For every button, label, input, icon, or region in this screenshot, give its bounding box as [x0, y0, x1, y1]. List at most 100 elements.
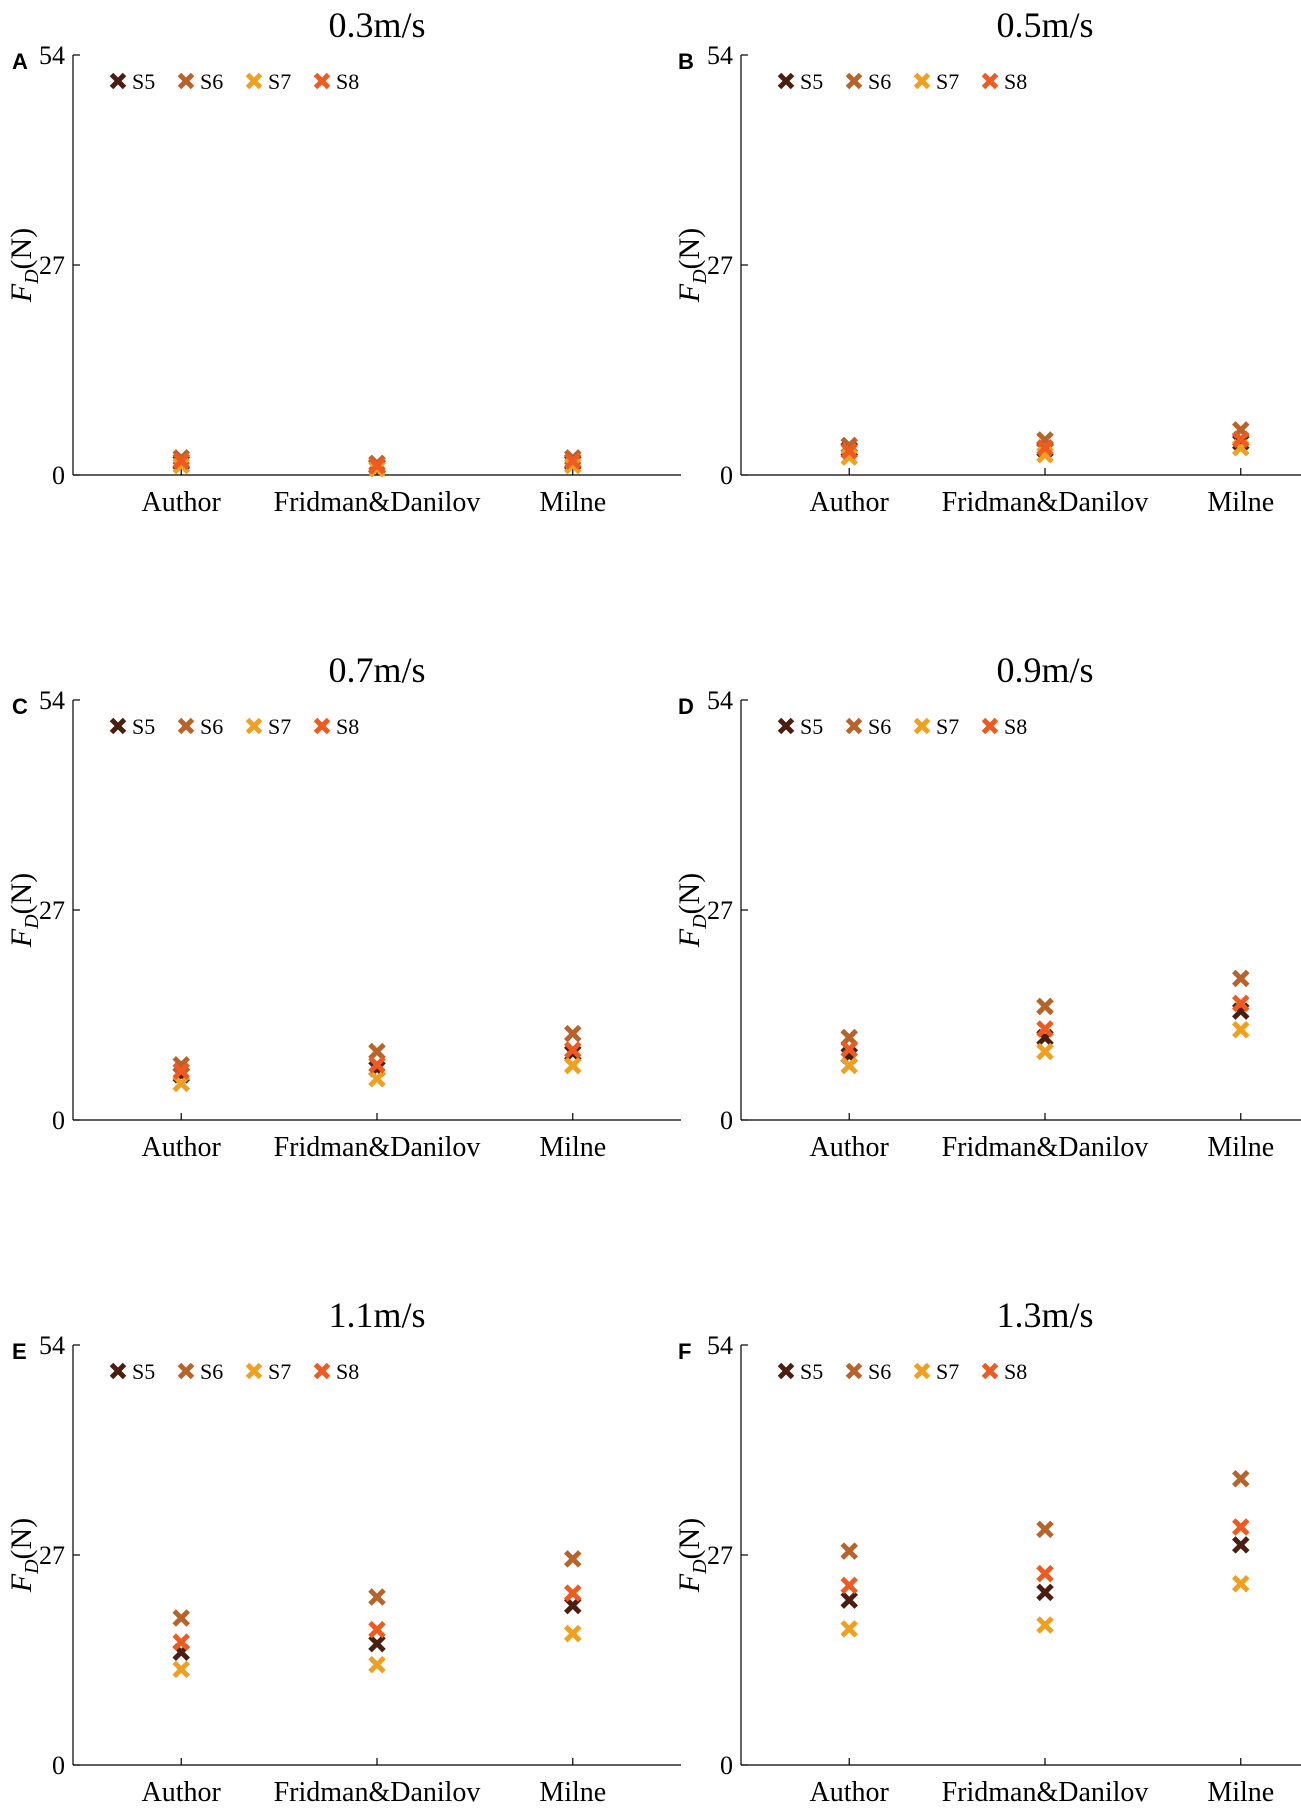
- data-point-s7-2: [564, 456, 582, 475]
- y-axis-label-sub: D: [21, 1559, 43, 1575]
- y-tick-label: 54: [39, 41, 65, 70]
- data-point-s8-2: [564, 1584, 582, 1602]
- legend-label-s5: S5: [132, 714, 155, 739]
- y-axis-label-sub: D: [689, 914, 711, 930]
- data-point-s6-2: [564, 1550, 582, 1568]
- data-point-s8-2: [1232, 994, 1250, 1013]
- legend-marker-s8: [981, 72, 999, 90]
- x-tick-label: Author: [810, 487, 890, 518]
- chart-title: 0.5m/s: [996, 5, 1093, 45]
- data-point-s7-2: [1232, 1575, 1250, 1593]
- legend-marker-s6: [177, 717, 195, 735]
- legend: S5 S6 S7 S8: [109, 69, 359, 94]
- x-tick-label: Milne: [1207, 487, 1274, 518]
- x-tick-label: Milne: [1207, 1777, 1274, 1808]
- data-point-s8-0: [172, 1633, 190, 1651]
- data-point-s6-1: [1036, 1520, 1054, 1539]
- data-point-s8-0: [172, 1062, 190, 1080]
- chart-title: 0.9m/s: [996, 650, 1093, 690]
- legend-label-s7: S7: [936, 1359, 959, 1384]
- legend-marker-s7: [245, 72, 263, 90]
- y-tick-label: 27: [707, 1541, 733, 1570]
- chart-panel-c: C 0.7m/s 0 27 54 Author Fridman&Danilov Milne FD…: [5, 650, 681, 1163]
- y-axis-label-unit: (N): [5, 228, 38, 270]
- panel-label: F: [678, 1339, 691, 1364]
- data-point-s7-0: [840, 1056, 858, 1075]
- y-axis-label-main: F: [673, 928, 706, 948]
- y-axis-label-sub: D: [689, 1559, 711, 1575]
- legend-marker-s6: [845, 717, 863, 735]
- data-point-s8-1: [368, 1620, 386, 1639]
- data-point-s5-2: [1232, 1536, 1250, 1554]
- y-axis-label-sub: D: [21, 269, 43, 285]
- legend-label-s6: S6: [868, 714, 891, 739]
- y-tick-label: 54: [39, 1331, 65, 1360]
- legend-label-s5: S5: [800, 714, 823, 739]
- y-axis-label: FD(N): [673, 228, 711, 303]
- y-tick-label: 0: [52, 461, 65, 490]
- y-axis-label: FD(N): [5, 873, 43, 948]
- legend-marker-s5: [109, 717, 127, 735]
- x-tick-label: Fridman&Danilov: [274, 487, 481, 518]
- y-axis-label-unit: (N): [673, 228, 706, 270]
- x-tick-label: Fridman&Danilov: [274, 1132, 481, 1163]
- legend-label-s5: S5: [800, 69, 823, 94]
- legend-marker-s7: [245, 1362, 263, 1380]
- x-tick-label: Fridman&Danilov: [942, 1777, 1149, 1808]
- y-axis-label-main: F: [5, 1573, 38, 1593]
- legend-marker-s5: [109, 1362, 127, 1380]
- data-point-s6-0: [840, 1542, 858, 1560]
- data-point-s8-2: [1232, 430, 1250, 448]
- y-tick-label: 0: [720, 461, 733, 490]
- y-axis-label-sub: D: [689, 269, 711, 285]
- y-axis-label-sub: D: [21, 914, 43, 930]
- data-point-s8-0: [840, 1040, 858, 1058]
- y-axis-label-main: F: [673, 1573, 706, 1593]
- y-axis-label-unit: (N): [5, 873, 38, 915]
- panel-label: D: [678, 694, 694, 719]
- y-axis-label-unit: (N): [5, 1518, 38, 1560]
- y-axis-label: FD(N): [673, 1518, 711, 1593]
- legend-label-s8: S8: [336, 714, 359, 739]
- legend-marker-s5: [109, 72, 127, 90]
- legend: S5 S6 S7 S8: [109, 1359, 359, 1384]
- x-tick-label: Fridman&Danilov: [942, 1132, 1149, 1163]
- legend-marker-s6: [177, 72, 195, 90]
- chart-title: 1.3m/s: [996, 1295, 1093, 1335]
- data-point-s6-0: [172, 1609, 190, 1627]
- x-tick-label: Fridman&Danilov: [942, 487, 1149, 518]
- y-axis-label: FD(N): [5, 1518, 43, 1593]
- x-tick-label: Author: [810, 1777, 890, 1808]
- data-point-s7-1: [368, 1655, 386, 1674]
- legend-marker-s8: [313, 72, 331, 90]
- legend-label-s6: S6: [868, 1359, 891, 1384]
- legend-label-s8: S8: [1004, 1359, 1027, 1384]
- panel-label: B: [678, 49, 694, 74]
- data-point-s5-1: [368, 1634, 386, 1653]
- legend-label-s7: S7: [936, 69, 959, 94]
- data-point-s7-0: [172, 1660, 190, 1679]
- legend-label-s7: S7: [268, 1359, 291, 1384]
- legend-label-s8: S8: [1004, 69, 1027, 94]
- x-tick-label: Milne: [539, 1132, 606, 1163]
- legend-marker-s6: [845, 1362, 863, 1380]
- y-axis-label-unit: (N): [673, 873, 706, 915]
- legend-label-s7: S7: [268, 69, 291, 94]
- legend-label-s6: S6: [200, 69, 223, 94]
- legend-marker-s6: [177, 1362, 195, 1380]
- data-point-s7-2: [564, 1056, 582, 1075]
- legend-marker-s8: [313, 717, 331, 735]
- data-point-s7-0: [840, 1620, 858, 1638]
- y-axis-label: FD(N): [673, 873, 711, 948]
- chart-title: 0.7m/s: [328, 650, 425, 690]
- y-tick-label: 0: [52, 1751, 65, 1780]
- data-point-s6-2: [564, 1024, 582, 1043]
- legend: S5 S6 S7 S8: [777, 69, 1027, 94]
- data-point-s8-0: [840, 1576, 858, 1595]
- data-point-s8-2: [1232, 1518, 1250, 1536]
- y-tick-label: 27: [707, 896, 733, 925]
- y-axis-label: FD(N): [5, 228, 43, 303]
- data-point-s7-2: [564, 1624, 582, 1643]
